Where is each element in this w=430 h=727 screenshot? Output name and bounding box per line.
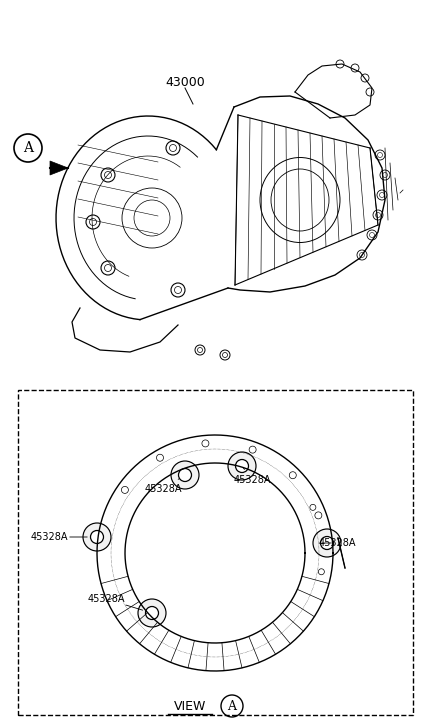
Circle shape bbox=[138, 599, 166, 627]
Circle shape bbox=[178, 468, 191, 481]
Polygon shape bbox=[50, 161, 68, 175]
Circle shape bbox=[312, 529, 340, 557]
Circle shape bbox=[90, 531, 103, 544]
Text: 45328A: 45328A bbox=[87, 594, 124, 604]
Circle shape bbox=[83, 523, 111, 551]
Circle shape bbox=[235, 459, 248, 473]
Text: 43000: 43000 bbox=[165, 76, 204, 89]
Text: 45328A: 45328A bbox=[233, 475, 270, 485]
Text: 45328A: 45328A bbox=[144, 484, 181, 494]
Text: A: A bbox=[23, 141, 33, 155]
Bar bbox=[18, 390, 412, 715]
Text: 45328A: 45328A bbox=[30, 532, 68, 542]
Circle shape bbox=[171, 461, 199, 489]
Text: VIEW: VIEW bbox=[173, 699, 206, 712]
Text: 45328A: 45328A bbox=[317, 538, 355, 548]
Circle shape bbox=[320, 537, 333, 550]
Text: A: A bbox=[227, 699, 236, 712]
Circle shape bbox=[227, 452, 255, 480]
Circle shape bbox=[145, 606, 158, 619]
